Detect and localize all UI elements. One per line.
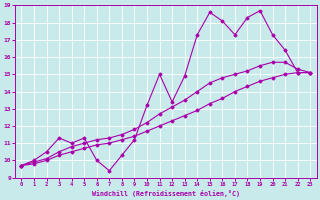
X-axis label: Windchill (Refroidissement éolien,°C): Windchill (Refroidissement éolien,°C) [92,190,240,197]
